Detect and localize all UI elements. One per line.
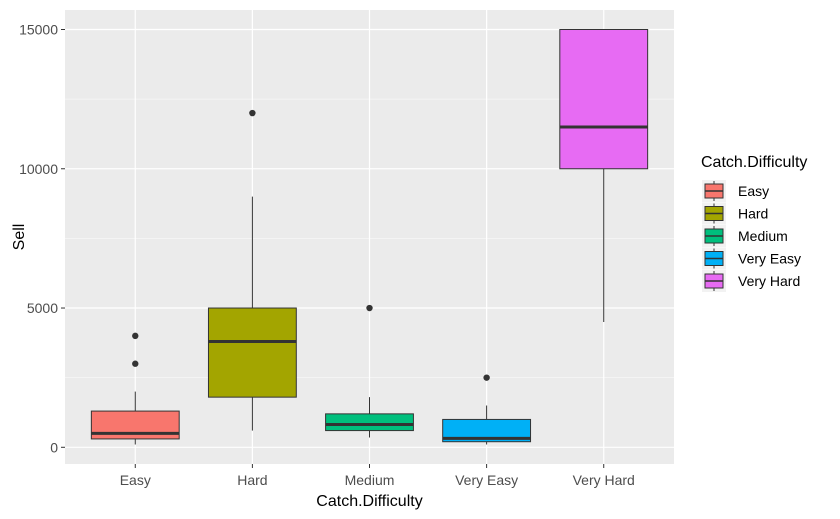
box-easy <box>90 332 180 445</box>
box-very-hard <box>559 28 649 322</box>
legend-item: Hard <box>702 202 768 225</box>
boxes <box>90 28 649 445</box>
box-iqr <box>559 28 649 170</box>
legend-title: Catch.Difficulty <box>701 154 807 171</box>
x-tick-label: Very Easy <box>455 472 518 488</box>
y-tick-label: 10000 <box>19 161 58 177</box>
y-tick-label: 0 <box>50 439 58 455</box>
box-medium <box>325 304 414 438</box>
legend-label: Very Hard <box>738 273 800 289</box>
outlier-point <box>483 374 490 381</box>
legend-label: Very Easy <box>738 251 801 267</box>
legend-item: Medium <box>702 225 788 247</box>
x-tick-label: Easy <box>120 472 151 488</box>
box-very-easy <box>442 374 532 445</box>
legend-item: Easy <box>702 180 769 202</box>
box-iqr <box>442 418 532 443</box>
legend: Catch.Difficulty Easy Hard Medium Very Easy… <box>701 154 807 292</box>
legend-item: Very Easy <box>702 247 801 270</box>
box-hard <box>207 109 297 431</box>
outlier-point <box>132 332 139 340</box>
x-axis: Easy Hard Medium Very Easy Very Hard <box>120 464 635 488</box>
box-iqr <box>207 307 297 398</box>
y-axis-title: Sell <box>11 224 28 251</box>
legend-label: Easy <box>738 183 769 199</box>
box-iqr <box>325 413 414 432</box>
outlier-point <box>366 304 373 312</box>
x-tick-label: Medium <box>345 472 395 488</box>
x-tick-label: Very Hard <box>573 472 635 488</box>
y-tick-label: 15000 <box>19 21 58 37</box>
x-axis-title: Catch.Difficulty <box>316 493 422 510</box>
y-axis: 0 5000 10000 15000 <box>19 21 65 455</box>
x-tick-label: Hard <box>237 472 267 488</box>
legend-item: Very Hard <box>702 270 800 292</box>
outlier-point <box>249 109 256 117</box>
legend-label: Hard <box>738 206 768 222</box>
legend-label: Medium <box>738 228 788 244</box>
outlier-point <box>132 360 139 367</box>
y-tick-label: 5000 <box>27 300 58 316</box>
